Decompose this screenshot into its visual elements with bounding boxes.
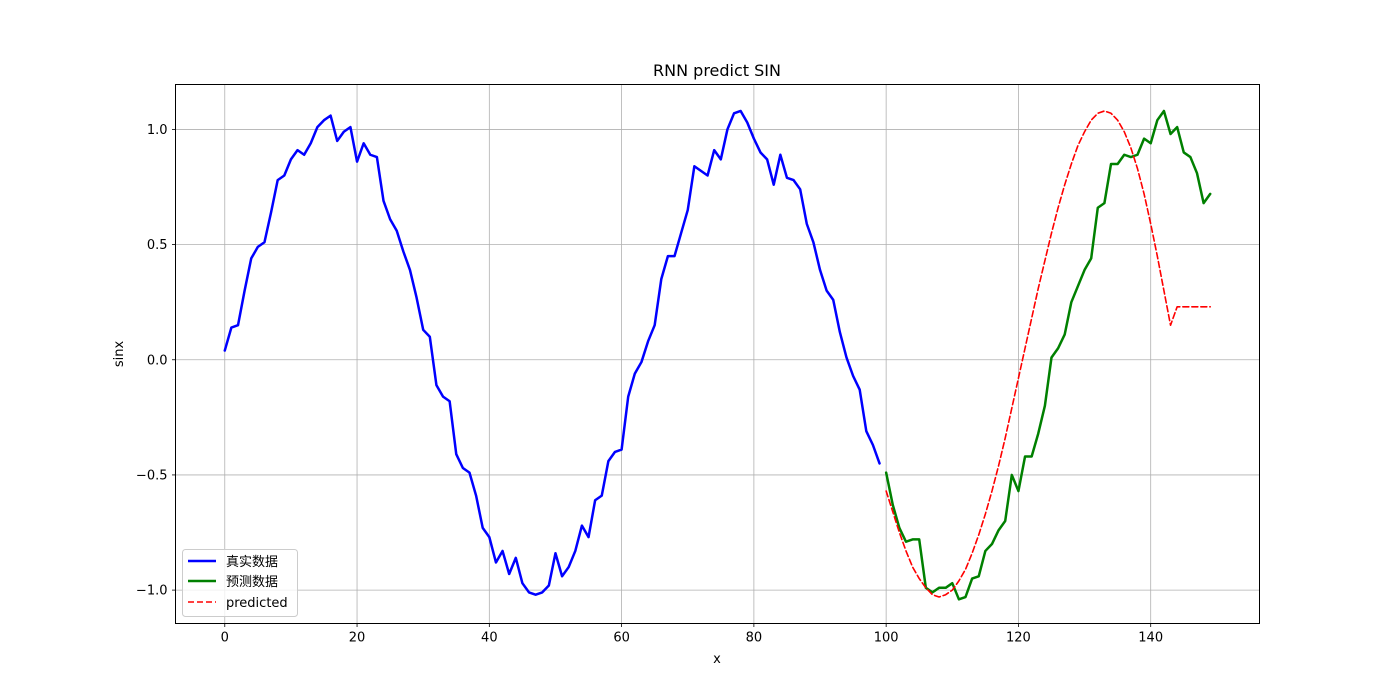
x-tick-label: 40 xyxy=(481,631,498,646)
y-tick-label: 1.0 xyxy=(147,123,168,138)
y-tick-label: −0.5 xyxy=(136,468,168,483)
x-tick-label: 140 xyxy=(1138,631,1163,646)
legend-label-series-3: predicted xyxy=(226,596,288,611)
plot-lines xyxy=(223,109,1212,601)
x-tick-label: 120 xyxy=(1006,631,1031,646)
y-tick-label: 0.0 xyxy=(147,353,168,368)
x-tick-label: 80 xyxy=(746,631,763,646)
legend-box xyxy=(182,549,298,617)
x-tick-label: 60 xyxy=(613,631,630,646)
chart-title: RNN predict SIN xyxy=(653,61,781,80)
series-line-1 xyxy=(223,109,881,596)
y-tick-label: 0.5 xyxy=(147,238,168,253)
x-tick-label: 0 xyxy=(221,631,229,646)
y-axis-label: sinx xyxy=(112,341,127,368)
series-line-3 xyxy=(885,110,1212,598)
grid xyxy=(175,84,1260,624)
x-tick-label: 100 xyxy=(874,631,899,646)
x-axis-label: x xyxy=(713,652,721,667)
legend-label-series-2: 预测数据 xyxy=(226,575,278,590)
y-tick-label: −1.0 xyxy=(136,584,168,599)
series-line-2 xyxy=(884,109,1212,601)
legend-label-series-1: 真实数据 xyxy=(226,555,278,570)
axis-ticks: 0 20 40 60 80 100 120 140 −1.0 −0.5 0.0 0.5 1.0 xyxy=(136,123,1163,646)
plot-area-frame xyxy=(175,84,1260,624)
legend: 真实数据 预测数据 predicted xyxy=(182,549,298,617)
x-tick-label: 20 xyxy=(349,631,366,646)
